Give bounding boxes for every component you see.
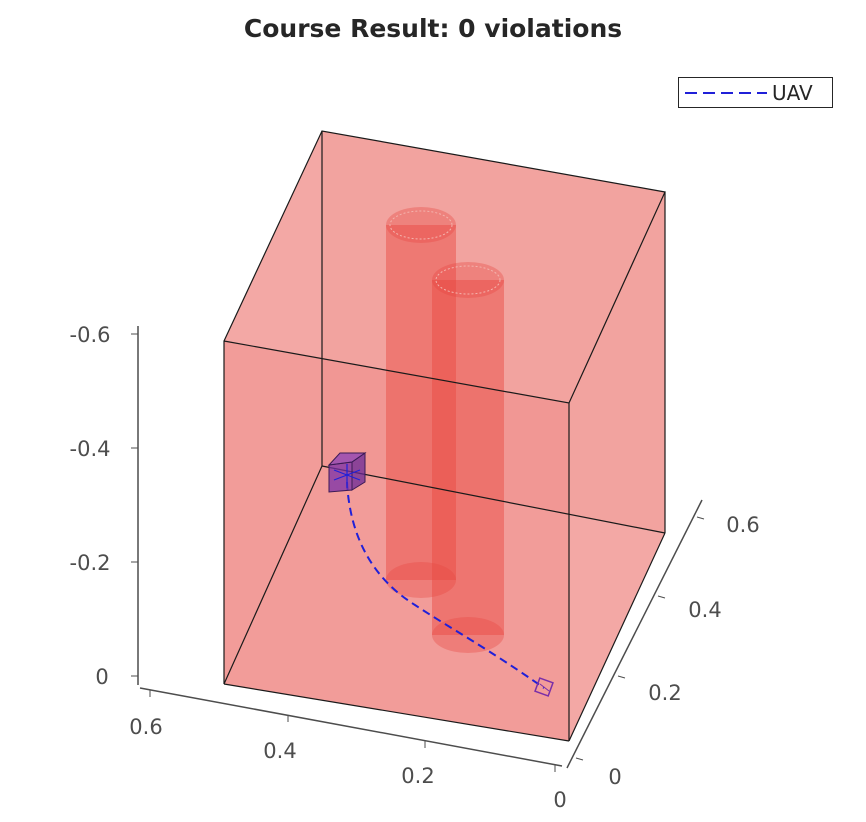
uav-start-cube (327, 452, 367, 493)
box-top-face (224, 131, 665, 403)
z-tick-label: -0.2 (70, 551, 111, 575)
y-tick-mark (696, 516, 705, 520)
y-axis: 0 0.2 0.4 0.6 (566, 499, 760, 789)
y-tick-label: 0.2 (648, 681, 681, 705)
z-tick-label: -0.6 (70, 323, 111, 347)
y-tick-mark (575, 757, 584, 761)
cylinder-body (386, 225, 456, 580)
obstacle-cylinder-1 (386, 207, 456, 598)
box-back-face (322, 131, 665, 533)
cylinder-bottom (386, 562, 456, 598)
x-tick-label: 0 (553, 788, 566, 812)
box-edge (568, 532, 666, 742)
uav-series (327, 452, 554, 697)
box-right-face (569, 192, 665, 741)
x-tick-label: 0.6 (129, 715, 162, 739)
z-tick-label: 0 (95, 665, 108, 689)
y-axis-line (566, 499, 703, 769)
box-bottom-face (224, 466, 665, 741)
z-tick-label: -0.4 (70, 437, 111, 461)
box-front-face (224, 341, 569, 741)
cylinder-top-rim (435, 265, 501, 295)
x-tick-label: 0.2 (401, 764, 434, 788)
box-edge (223, 130, 666, 684)
x-tick-label: 0.4 (263, 739, 296, 763)
cylinder-body (432, 280, 504, 635)
x-axis-line (139, 687, 563, 767)
y-tick-mark (657, 595, 666, 599)
chart-title: Course Result: 0 violations (243, 14, 623, 43)
boundary-box (224, 131, 665, 741)
uav-end-marker (534, 677, 554, 697)
cylinder-top-rim (389, 210, 453, 240)
y-tick-label: 0.6 (726, 513, 759, 537)
box-left-face (224, 131, 322, 684)
cylinder-top (432, 262, 504, 298)
x-axis: 0.6 0.4 0.2 0 (129, 687, 567, 812)
z-axis: 0 -0.2 -0.4 -0.6 (70, 323, 139, 689)
box-edges (223, 130, 666, 742)
legend-entry-uav: UAV (772, 81, 813, 105)
legend-swatch (685, 92, 767, 94)
uav-trajectory-line (346, 481, 545, 689)
y-tick-label: 0 (608, 765, 621, 789)
y-tick-label: 0.4 (688, 598, 721, 622)
box-edge (223, 465, 323, 685)
cylinder-top (386, 207, 456, 243)
box-edge (321, 465, 666, 534)
legend: UAV (678, 77, 833, 108)
box-edge (223, 683, 570, 742)
obstacle-cylinder-2 (432, 262, 504, 653)
y-tick-mark (617, 675, 626, 679)
cylinder-bottom (432, 617, 504, 653)
